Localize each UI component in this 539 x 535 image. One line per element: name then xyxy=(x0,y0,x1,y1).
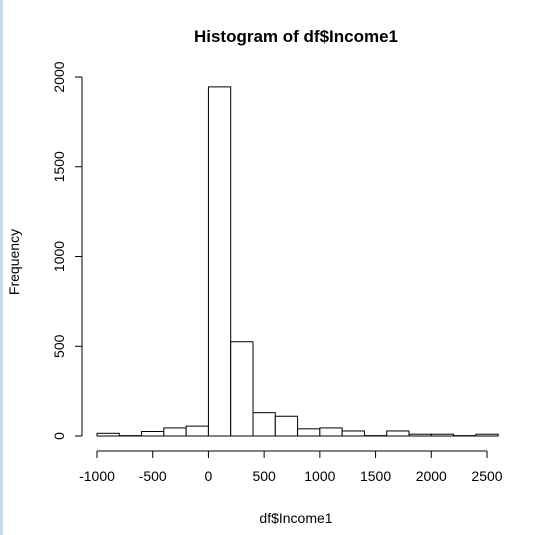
y-tick-label: 0 xyxy=(51,432,67,440)
x-tick-label: 0 xyxy=(205,468,213,484)
histogram-bar xyxy=(207,86,232,437)
histogram-bar xyxy=(230,341,254,437)
histogram-bar xyxy=(408,433,432,437)
histogram-bar xyxy=(386,430,410,437)
histogram-bar xyxy=(163,427,187,437)
histogram-bar xyxy=(319,427,343,437)
histogram-bar xyxy=(297,428,321,437)
x-tick-label: 2500 xyxy=(471,468,502,484)
x-tick-label: -1000 xyxy=(79,468,115,484)
histogram-bars xyxy=(96,86,499,437)
histogram-bar xyxy=(430,433,455,437)
chart-title: Histogram of df$Income1 xyxy=(194,27,398,46)
histogram-bar xyxy=(96,432,120,437)
x-axis-label: df$Income1 xyxy=(259,510,332,526)
x-tick-label: 1000 xyxy=(304,468,335,484)
window-edge xyxy=(0,0,3,535)
x-tick-label: -500 xyxy=(139,468,167,484)
x-tick-label: 500 xyxy=(252,468,276,484)
y-axis: 0 500 1000 1500 2000 xyxy=(51,61,83,440)
y-axis-label: Frequency xyxy=(6,229,22,295)
x-tick-label: 1500 xyxy=(360,468,391,484)
y-tick-label: 500 xyxy=(51,334,67,358)
histogram-bar xyxy=(475,433,499,437)
histogram-bar xyxy=(141,431,165,437)
histogram-bar xyxy=(185,425,209,437)
x-tick-label: 2000 xyxy=(416,468,447,484)
histogram-bar xyxy=(341,430,365,437)
y-tick-label: 2000 xyxy=(51,61,67,92)
y-tick-label: 1000 xyxy=(51,241,67,272)
x-axis: -1000 -500 0 500 1000 1500 2000 2500 xyxy=(79,450,503,484)
y-tick-label: 1500 xyxy=(51,151,67,182)
histogram-bar xyxy=(274,415,299,437)
histogram-bar xyxy=(252,412,276,437)
